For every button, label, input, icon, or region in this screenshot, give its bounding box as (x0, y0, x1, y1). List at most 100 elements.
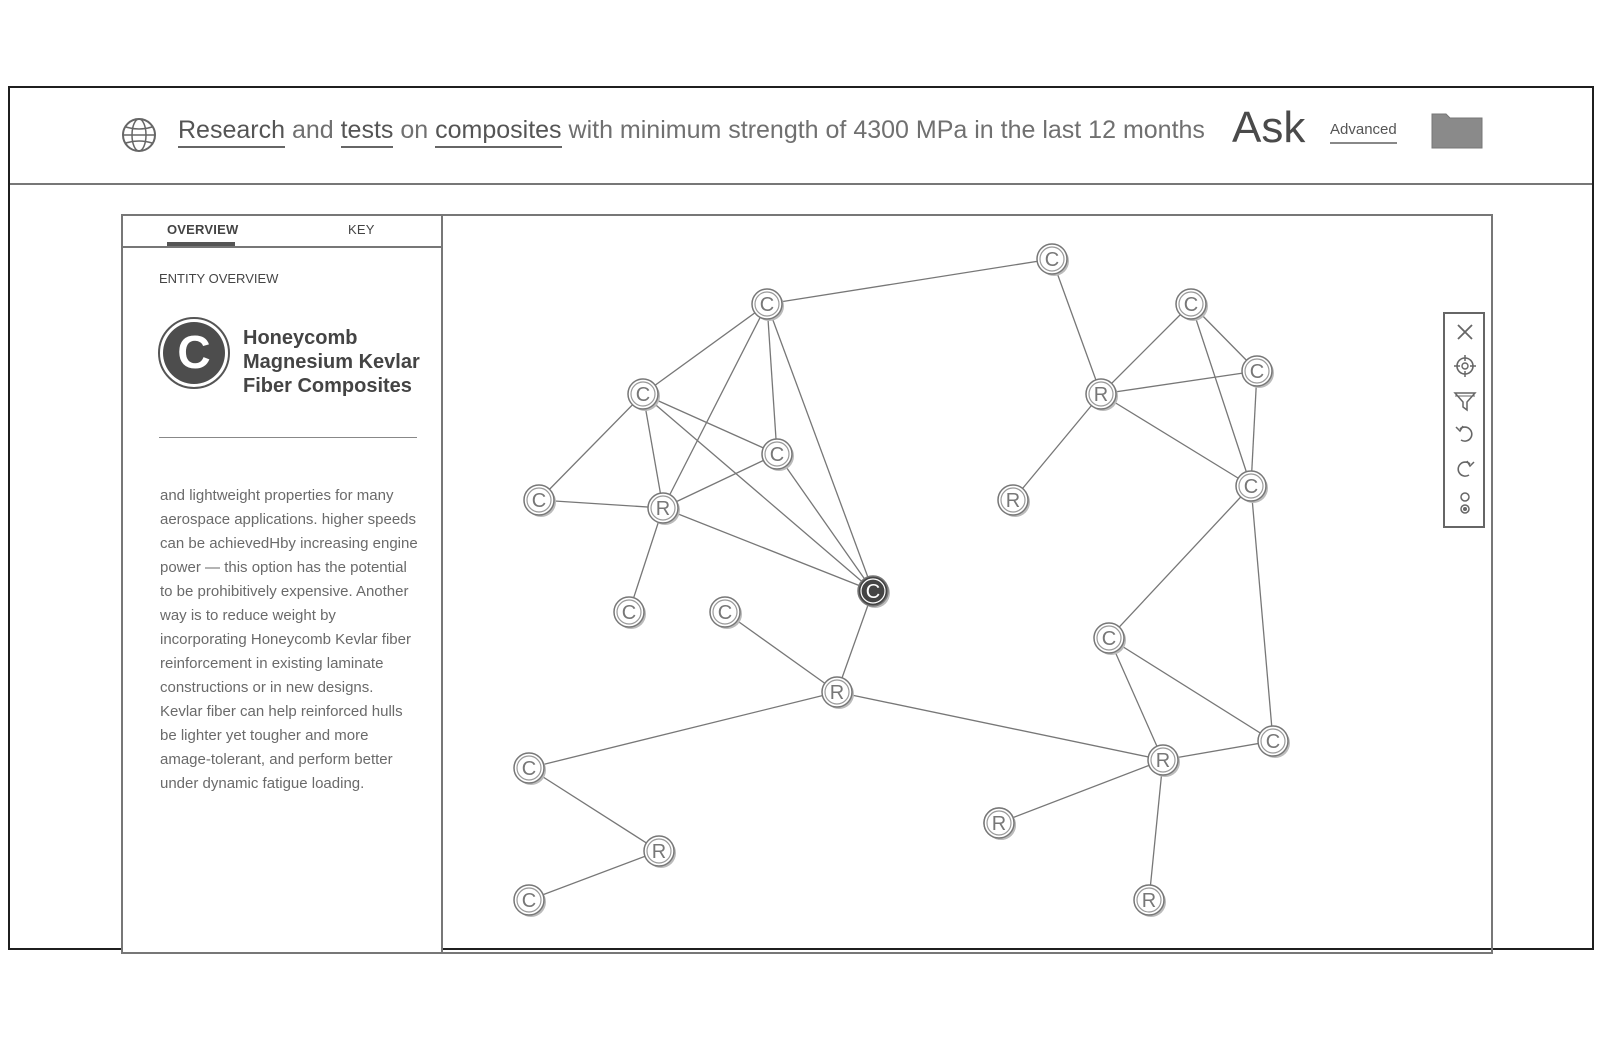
node-ring (526, 487, 552, 513)
graph-node[interactable]: R (643, 835, 676, 868)
graph-edge (528, 691, 838, 769)
node-ring (1150, 747, 1176, 773)
graph-node[interactable]: C (1257, 725, 1290, 758)
graph-node[interactable]: C (513, 752, 546, 785)
graph-node[interactable]: R (647, 492, 680, 525)
node-circle (983, 807, 1015, 839)
graph-edge (776, 453, 874, 592)
query-keyword[interactable]: tests (340, 116, 394, 148)
search-query-input[interactable]: Research and tests on composites with mi… (178, 110, 1205, 150)
query-keyword[interactable]: Research (178, 116, 285, 148)
node-ring (824, 679, 850, 705)
graph-edge (836, 590, 874, 693)
node-circle (997, 484, 1029, 516)
graph-node[interactable]: C (709, 596, 742, 629)
node-circle (1093, 622, 1125, 654)
graph-toolbar (1443, 312, 1485, 528)
node-label: C (760, 294, 774, 316)
sidebar-tabs: OVERVIEW KEY (123, 216, 441, 248)
node-circle (709, 596, 741, 628)
graph-edge (1190, 303, 1252, 487)
graph-node[interactable]: C (1093, 622, 1126, 655)
graph-node[interactable]: R (1147, 744, 1180, 777)
graph-edge (528, 767, 660, 852)
active-tab-indicator (167, 242, 235, 246)
node-label: R (1142, 890, 1156, 912)
graph-edge (1108, 637, 1164, 761)
node-label: C (1045, 249, 1059, 271)
node-ring (1096, 625, 1122, 651)
graph-node[interactable]: C (627, 378, 660, 411)
node-ring (630, 381, 656, 407)
query-text: on (393, 116, 436, 144)
section-label: ENTITY OVERVIEW (159, 271, 279, 286)
graph-node[interactable]: R (997, 484, 1030, 517)
node-ring (1244, 358, 1270, 384)
redo-icon[interactable] (1453, 457, 1477, 481)
node-circle (513, 752, 545, 784)
node-label: C (1184, 294, 1198, 316)
network-graph[interactable]: CCCCCRCCCRCRCCRCRCCCRCRR (443, 216, 1493, 952)
search-bar: Research and tests on composites with mi… (10, 88, 1592, 185)
node-label: R (1006, 490, 1020, 512)
graph-node[interactable]: R (983, 807, 1016, 840)
node-label: C (522, 758, 536, 780)
graph-node[interactable]: C (1241, 355, 1274, 388)
node-ring (1260, 728, 1286, 754)
graph-edge (1162, 740, 1274, 761)
node-label: C (532, 490, 546, 512)
node-circle (1085, 378, 1117, 410)
graph-node[interactable]: C (613, 596, 646, 629)
query-text: with minimum strength of 4300 MPa in the… (561, 116, 1205, 144)
query-keyword[interactable]: composites (435, 116, 562, 148)
node-circle (523, 484, 555, 516)
graph-node-selected[interactable]: C (857, 575, 890, 608)
main-panel: OVERVIEW KEY ENTITY OVERVIEW C Honeycomb… (121, 214, 1493, 954)
node-circle (751, 288, 783, 320)
node-label: C (1244, 476, 1258, 498)
advanced-search-link[interactable]: Advanced (1330, 121, 1397, 144)
tab-overview[interactable]: OVERVIEW (167, 222, 239, 237)
graph-edge (1012, 393, 1102, 501)
graph-node[interactable]: C (761, 438, 794, 471)
graph-node[interactable]: C (1235, 470, 1268, 503)
graph-edge (628, 507, 664, 613)
layout-toggle-icon[interactable] (1453, 491, 1477, 515)
node-ring (1000, 487, 1026, 513)
filter-icon[interactable] (1453, 389, 1477, 413)
node-circle (643, 835, 675, 867)
close-icon[interactable] (1453, 320, 1477, 344)
node-circle (1175, 288, 1207, 320)
node-label: C (866, 581, 880, 603)
node-label: R (656, 498, 670, 520)
undo-icon[interactable] (1453, 422, 1477, 446)
globe-icon[interactable] (120, 116, 158, 154)
graph-node[interactable]: R (1133, 884, 1166, 917)
crosshair-icon[interactable] (1453, 354, 1477, 378)
graph-node[interactable]: R (1085, 378, 1118, 411)
graph-edge (662, 453, 778, 509)
node-circle (647, 492, 679, 524)
entity-type-icon: C (158, 317, 230, 389)
node-ring (616, 599, 642, 625)
ask-button[interactable]: Ask (1232, 103, 1306, 152)
entity-icon-letter: C (177, 326, 210, 378)
graph-edge (642, 393, 778, 455)
node-label: C (770, 444, 784, 466)
graph-node[interactable]: C (523, 484, 556, 517)
node-circle (857, 575, 889, 607)
node-ring (754, 291, 780, 317)
graph-node[interactable]: C (513, 884, 546, 917)
node-ring (516, 887, 542, 913)
node-label: C (522, 890, 536, 912)
graph-edge (642, 393, 664, 509)
graph-node[interactable]: C (1175, 288, 1208, 321)
node-ring (1136, 887, 1162, 913)
tab-key[interactable]: KEY (348, 222, 375, 237)
node-ring (712, 599, 738, 625)
folder-icon[interactable] (1430, 108, 1484, 150)
graph-node[interactable]: R (821, 676, 854, 709)
graph-edge (642, 393, 874, 592)
graph-node[interactable]: C (751, 288, 784, 321)
graph-node[interactable]: C (1036, 243, 1069, 276)
